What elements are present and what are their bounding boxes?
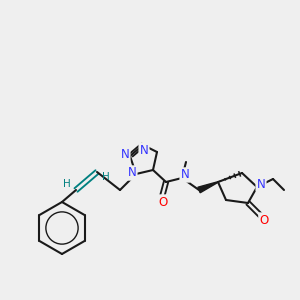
Text: N: N [128,167,136,179]
Text: O: O [260,214,268,226]
Text: O: O [158,196,168,208]
Text: N: N [256,178,266,190]
Text: H: H [102,172,110,182]
Text: N: N [181,169,189,182]
Text: N: N [140,143,148,157]
Text: H: H [63,179,71,189]
Polygon shape [198,182,218,193]
Text: N: N [121,148,129,161]
